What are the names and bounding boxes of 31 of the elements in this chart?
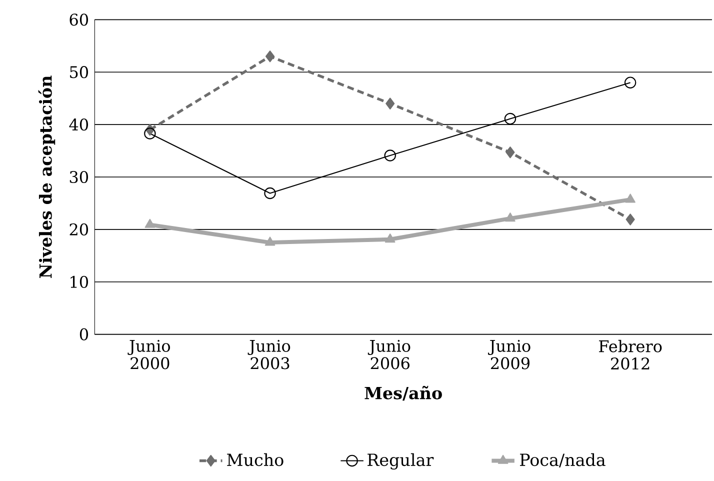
y-tick-label: 20 xyxy=(70,223,88,236)
legend-label: Regular xyxy=(368,453,434,470)
y-tick-label: 0 xyxy=(80,328,88,340)
x-tick-label: Junio 2000 xyxy=(128,340,170,370)
x-axis-title: Mes/año xyxy=(364,386,442,401)
point xyxy=(624,76,636,88)
y-axis-title: Niveles de aceptación xyxy=(38,76,56,278)
point xyxy=(144,218,156,228)
x-tick-label: Junio 2003 xyxy=(248,340,290,370)
y-tick-label: 40 xyxy=(69,118,88,131)
point xyxy=(384,234,396,243)
legend-label: Mucho xyxy=(227,453,284,466)
point xyxy=(505,212,516,222)
point xyxy=(504,112,516,125)
y-tick-label: 50 xyxy=(70,66,88,78)
y-tick-label: 30 xyxy=(70,170,88,184)
point xyxy=(264,187,276,200)
point xyxy=(506,146,515,158)
y-tick-label: 60 xyxy=(70,14,88,26)
point xyxy=(384,150,396,162)
x-tick-label: Febrero 2012 xyxy=(599,340,662,370)
point xyxy=(625,194,636,203)
point xyxy=(265,50,275,62)
point xyxy=(626,214,635,226)
x-tick-label: Junio 2006 xyxy=(368,340,410,370)
point xyxy=(144,128,156,140)
legend-label: Poca/nada xyxy=(520,453,606,468)
x-tick-label: Junio 2009 xyxy=(488,340,530,370)
y-tick-label: 10 xyxy=(70,276,88,288)
point xyxy=(264,236,276,246)
point xyxy=(386,98,395,110)
